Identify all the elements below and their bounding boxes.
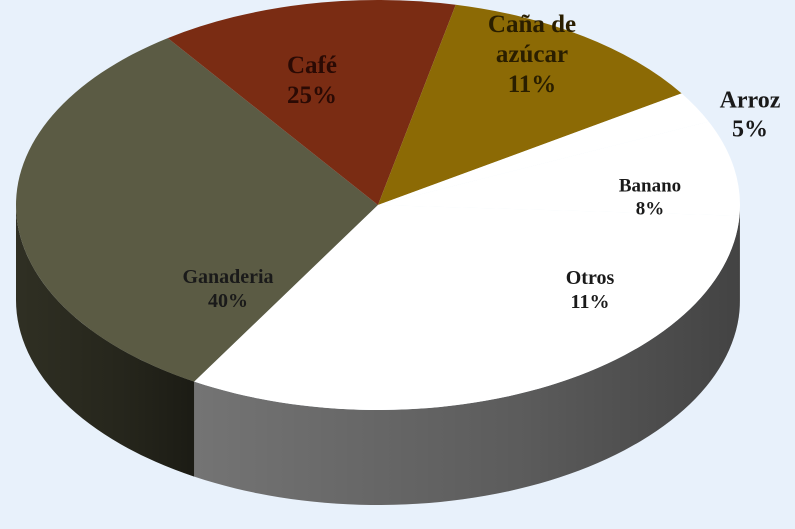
data-label-caf-: Café 25% [287,52,337,109]
slice-category: Arroz [720,88,781,114]
pie-side-shade [16,205,195,477]
data-label-arroz: Arroz 5% [720,88,781,143]
slice-percent: 8% [636,198,665,219]
slice-category: Otros [566,267,615,289]
pie-slice-banano [378,121,741,216]
slice-category: Café [287,52,337,79]
data-label-ca-a-de-az-car: Caña de azúcar 11% [488,11,576,98]
slice-percent: 5% [732,116,768,142]
data-label-banano: Banano 8% [619,176,681,220]
pie-slice-arroz [378,93,709,205]
data-label-otros: Otros 11% [566,267,615,313]
pie-slice-ganaderia [15,38,379,382]
slice-percent: 11% [508,71,557,98]
data-label-ganaderia: Ganaderia 40% [182,266,273,312]
slice-percent: 25% [287,82,337,109]
pie-labels: Ganaderia 40% Café 25% Caña de azúcar 11% Arroz… [182,11,780,313]
pie-sides [16,205,740,505]
slice-category: Ganaderia [182,266,273,288]
slice-percent: 11% [571,291,610,313]
pie-slice-otros [194,205,740,410]
pie-slice-ca-a-de-az-car [378,4,682,206]
pie-tops [15,0,741,410]
slice-category: azúcar [496,41,568,68]
slice-category: Banano [619,176,681,197]
slice-category: Caña de [488,11,576,38]
pie-slice-caf- [167,0,456,205]
slice-percent: 40% [208,290,248,312]
pie-side-shade [194,215,740,505]
